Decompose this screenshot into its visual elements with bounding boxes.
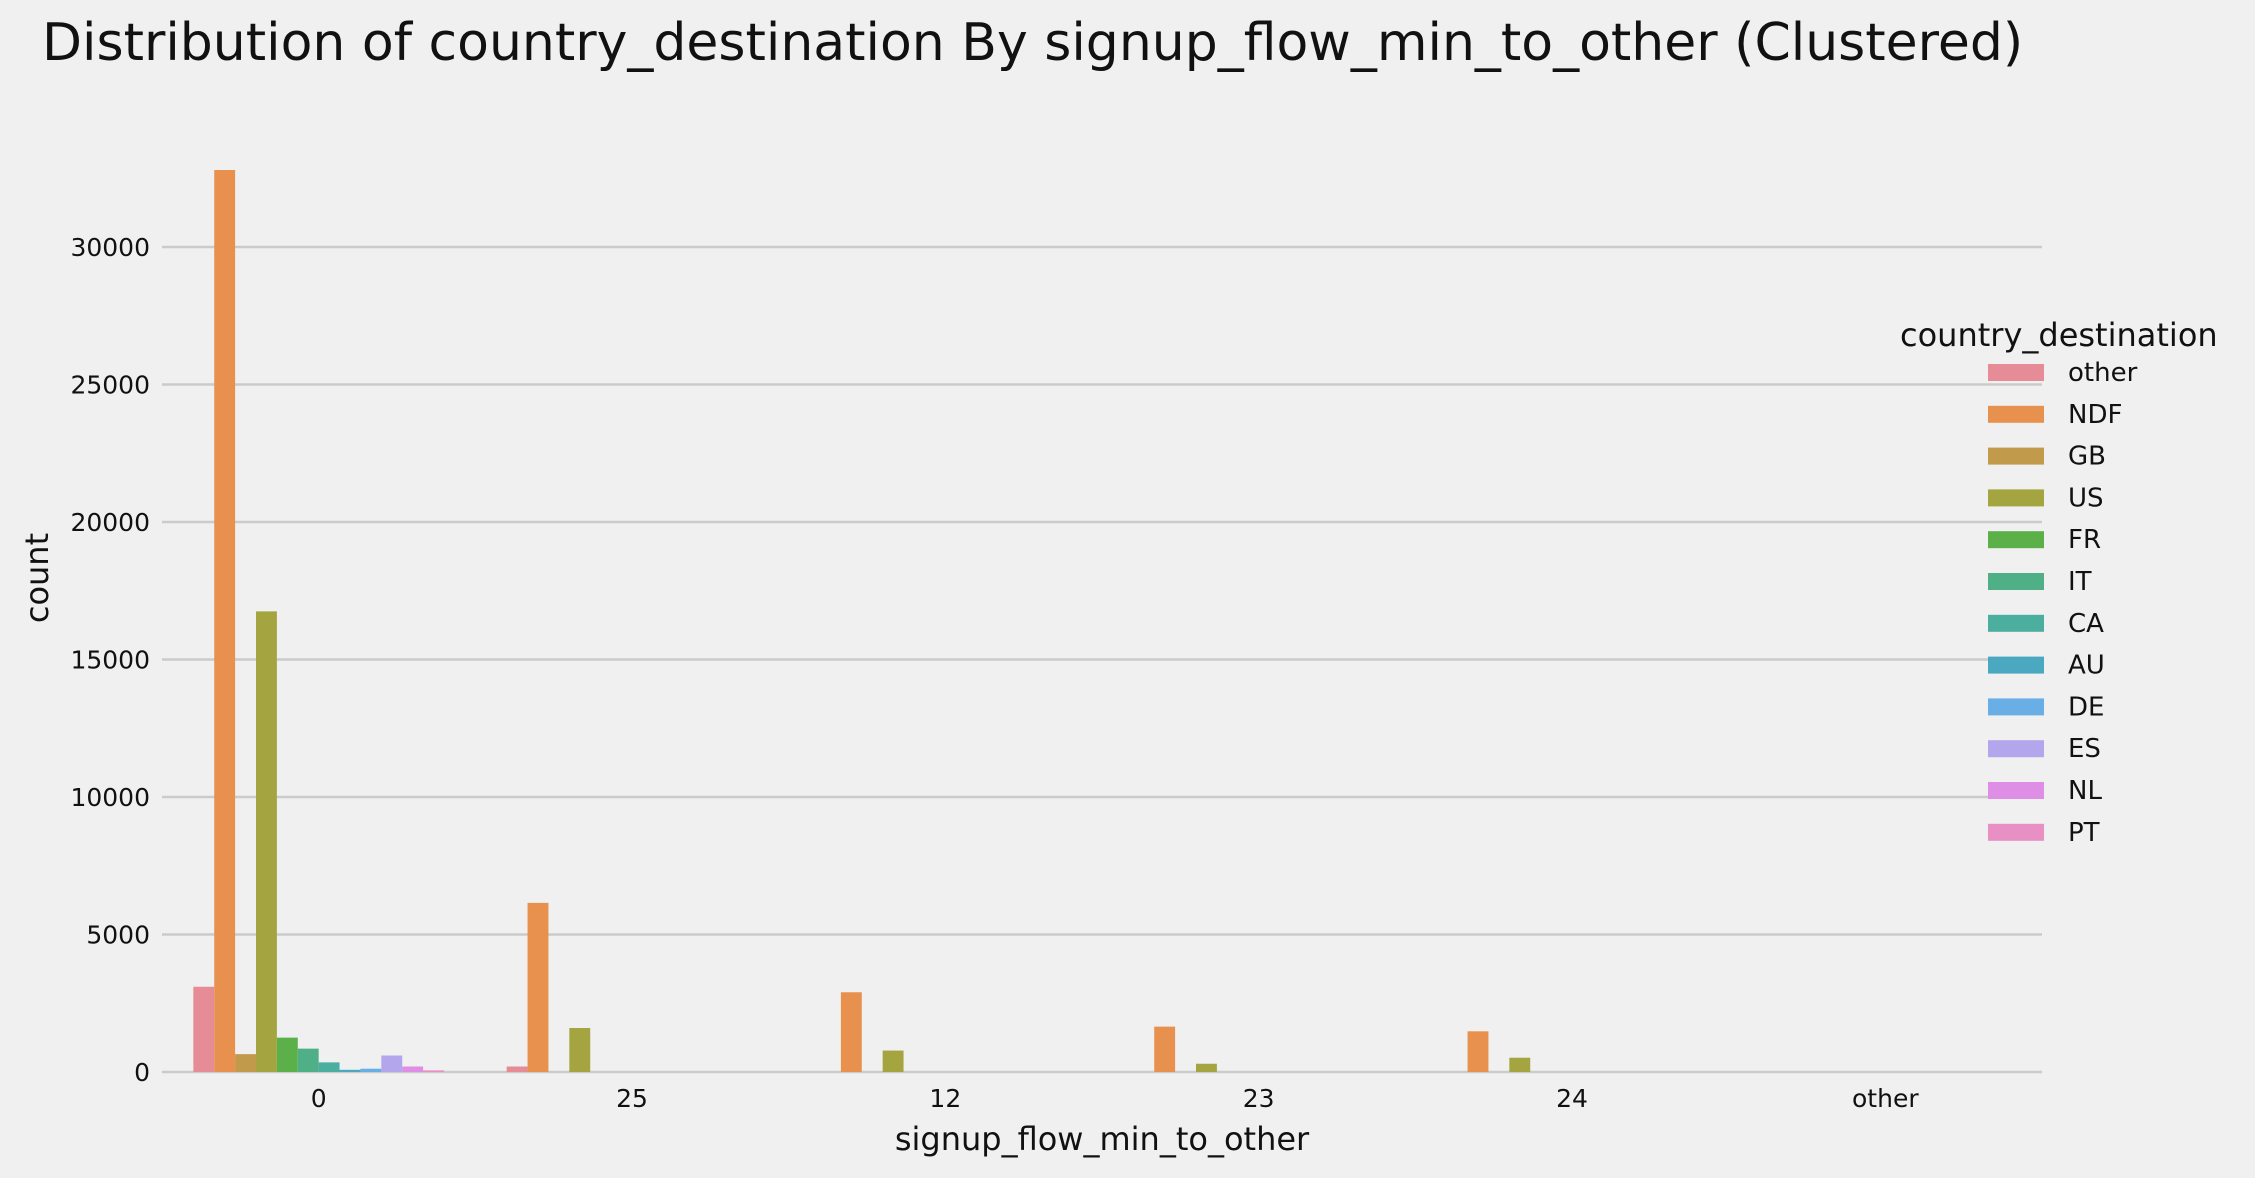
bar-US-0 <box>256 611 277 1072</box>
legend-swatch <box>1988 364 2044 381</box>
legend: country_destination other NDF GB US FR IT CA AU… <box>1900 316 2218 848</box>
bars <box>193 170 1531 1072</box>
bar-NDF-0 <box>214 170 236 1072</box>
bar-NDF-23 <box>1154 1026 1176 1072</box>
legend-label: PT <box>2068 818 2100 848</box>
legend-swatch <box>1988 740 2044 758</box>
legend-swatch <box>1988 614 2044 632</box>
bar-FR-0 <box>276 1037 298 1072</box>
chart-title: Distribution of country_destination By s… <box>42 13 2023 73</box>
legend-swatch <box>1988 656 2044 674</box>
legend-swatch <box>1988 698 2044 716</box>
legend-swatch <box>1988 405 2044 423</box>
legend-label: GB <box>2068 442 2106 472</box>
legend-label: NDF <box>2068 400 2122 430</box>
legend-swatch <box>1988 823 2044 841</box>
legend-label: other <box>2068 358 2138 388</box>
x-axis-ticks: 0 25 12 23 24 other <box>311 1084 1920 1113</box>
bar-ES-0 <box>381 1055 403 1072</box>
legend-swatch <box>1988 489 2044 507</box>
legend-items: other NDF GB US FR IT CA AU DE ES NL PT <box>1988 358 2138 848</box>
x-tick-label: 12 <box>929 1084 961 1113</box>
y-tick-label: 25000 <box>70 371 150 400</box>
legend-swatch <box>1988 573 2044 590</box>
bar-PT-0 <box>423 1070 444 1072</box>
legend-swatch <box>1988 782 2044 799</box>
gridlines <box>162 245 2042 1074</box>
bar-NDF-12 <box>840 992 862 1072</box>
legend-swatch <box>1988 447 2044 465</box>
x-axis-label: signup_flow_min_to_other <box>895 1120 1310 1158</box>
legend-label: NL <box>2068 776 2102 806</box>
y-tick-label: 10000 <box>70 783 150 812</box>
bar-DE-0 <box>360 1068 382 1072</box>
legend-label: ES <box>2068 734 2101 764</box>
y-tick-label: 20000 <box>70 508 150 537</box>
x-tick-label: 24 <box>1556 1084 1588 1113</box>
y-tick-label: 30000 <box>70 233 150 262</box>
bar-US-25 <box>569 1028 591 1072</box>
legend-label: CA <box>2068 609 2104 639</box>
bar-IT-0 <box>297 1048 319 1072</box>
y-tick-label: 15000 <box>70 646 150 675</box>
y-tick-label: 0 <box>134 1058 150 1087</box>
legend-label: DE <box>2068 692 2104 722</box>
bar-CA-0 <box>318 1062 340 1072</box>
bar-US-12 <box>882 1050 904 1072</box>
bar-other-0 <box>193 986 215 1072</box>
bar-NDF-24 <box>1467 1031 1489 1072</box>
y-axis-ticks: 0 5000 10000 15000 20000 25000 30000 <box>70 233 150 1087</box>
y-tick-label: 5000 <box>86 921 150 950</box>
x-tick-label: other <box>1852 1084 1919 1113</box>
legend-label: AU <box>2068 651 2105 681</box>
bar-GB-0 <box>235 1054 256 1072</box>
legend-title: country_destination <box>1900 316 2218 354</box>
x-tick-label: 23 <box>1243 1084 1275 1113</box>
bar-other-25 <box>506 1066 528 1072</box>
x-tick-label: 0 <box>311 1084 327 1113</box>
bar-NL-0 <box>402 1066 424 1072</box>
legend-label: US <box>2068 483 2104 513</box>
legend-label: FR <box>2068 525 2101 555</box>
legend-label: IT <box>2068 567 2092 597</box>
legend-swatch <box>1988 531 2044 549</box>
bar-AU-0 <box>339 1069 361 1072</box>
bar-US-24 <box>1509 1057 1531 1072</box>
bar-US-23 <box>1196 1063 1217 1072</box>
y-axis-label: count <box>18 533 56 623</box>
x-tick-label: 25 <box>616 1084 648 1113</box>
bar-NDF-25 <box>527 902 549 1072</box>
